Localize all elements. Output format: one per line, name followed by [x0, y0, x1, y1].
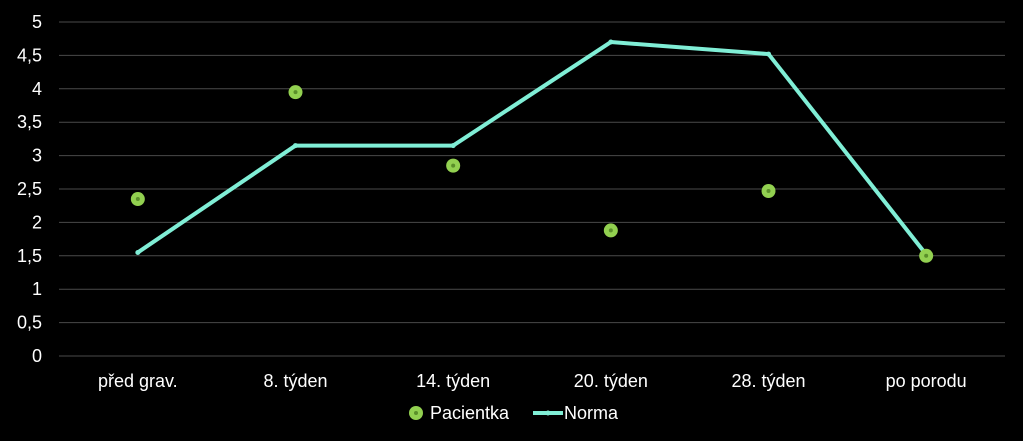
x-tick-label: 8. týden [263, 371, 327, 391]
x-tick-label: před grav. [98, 371, 178, 391]
x-axis-ticks: před grav. 8. týden 14. týden 20. týden 28. … [98, 371, 967, 391]
x-tick-label: po porodu [886, 371, 967, 391]
pacientka-marker-center [766, 189, 771, 194]
y-tick-label: 3,5 [17, 112, 42, 132]
norma-point [135, 249, 141, 255]
legend-marker-center [414, 411, 418, 415]
pacientka-marker-center [135, 197, 140, 202]
norma-point [450, 143, 456, 149]
series-line-norma [135, 40, 929, 257]
legend-label-pacientka: Pacientka [430, 403, 510, 423]
norma-point [608, 39, 614, 45]
y-axis-ticks: 0 0,5 1 1,5 2 2,5 3 3,5 4 4,5 5 [17, 12, 42, 366]
pacientka-marker-center [451, 163, 456, 168]
series-layer [130, 39, 934, 263]
x-tick-label: 28. týden [731, 371, 805, 391]
pacientka-point [761, 184, 776, 199]
pacientka-point [446, 158, 461, 173]
legend-item-norma: Norma [533, 403, 619, 423]
x-tick-label: 20. týden [574, 371, 648, 391]
pacientka-marker-center [924, 253, 929, 258]
grid-lines [59, 21, 1005, 357]
pacientka-marker-center [293, 90, 298, 95]
pacientka-point [919, 248, 934, 263]
legend-label-norma: Norma [564, 403, 619, 423]
legend: Pacientka Norma [409, 403, 619, 423]
pacientka-point [288, 85, 303, 100]
norma-point [766, 51, 771, 57]
pacientka-point [130, 192, 145, 207]
norma-point [293, 143, 298, 149]
y-tick-label: 0,5 [17, 313, 42, 333]
y-tick-label: 5 [32, 12, 42, 32]
legend-item-pacientka: Pacientka [409, 403, 510, 423]
y-tick-label: 1 [32, 279, 42, 299]
y-tick-label: 4,5 [17, 45, 42, 65]
legend-line-point [545, 410, 551, 416]
y-tick-label: 4 [32, 79, 42, 99]
y-tick-label: 2,5 [17, 179, 42, 199]
y-tick-label: 2 [32, 212, 42, 232]
y-tick-label: 1,5 [17, 246, 42, 266]
pacientka-marker-center [608, 228, 613, 233]
pacientka-point [603, 223, 618, 238]
x-tick-label: 14. týden [416, 371, 490, 391]
y-tick-label: 3 [32, 146, 42, 166]
y-tick-label: 0 [32, 346, 42, 366]
